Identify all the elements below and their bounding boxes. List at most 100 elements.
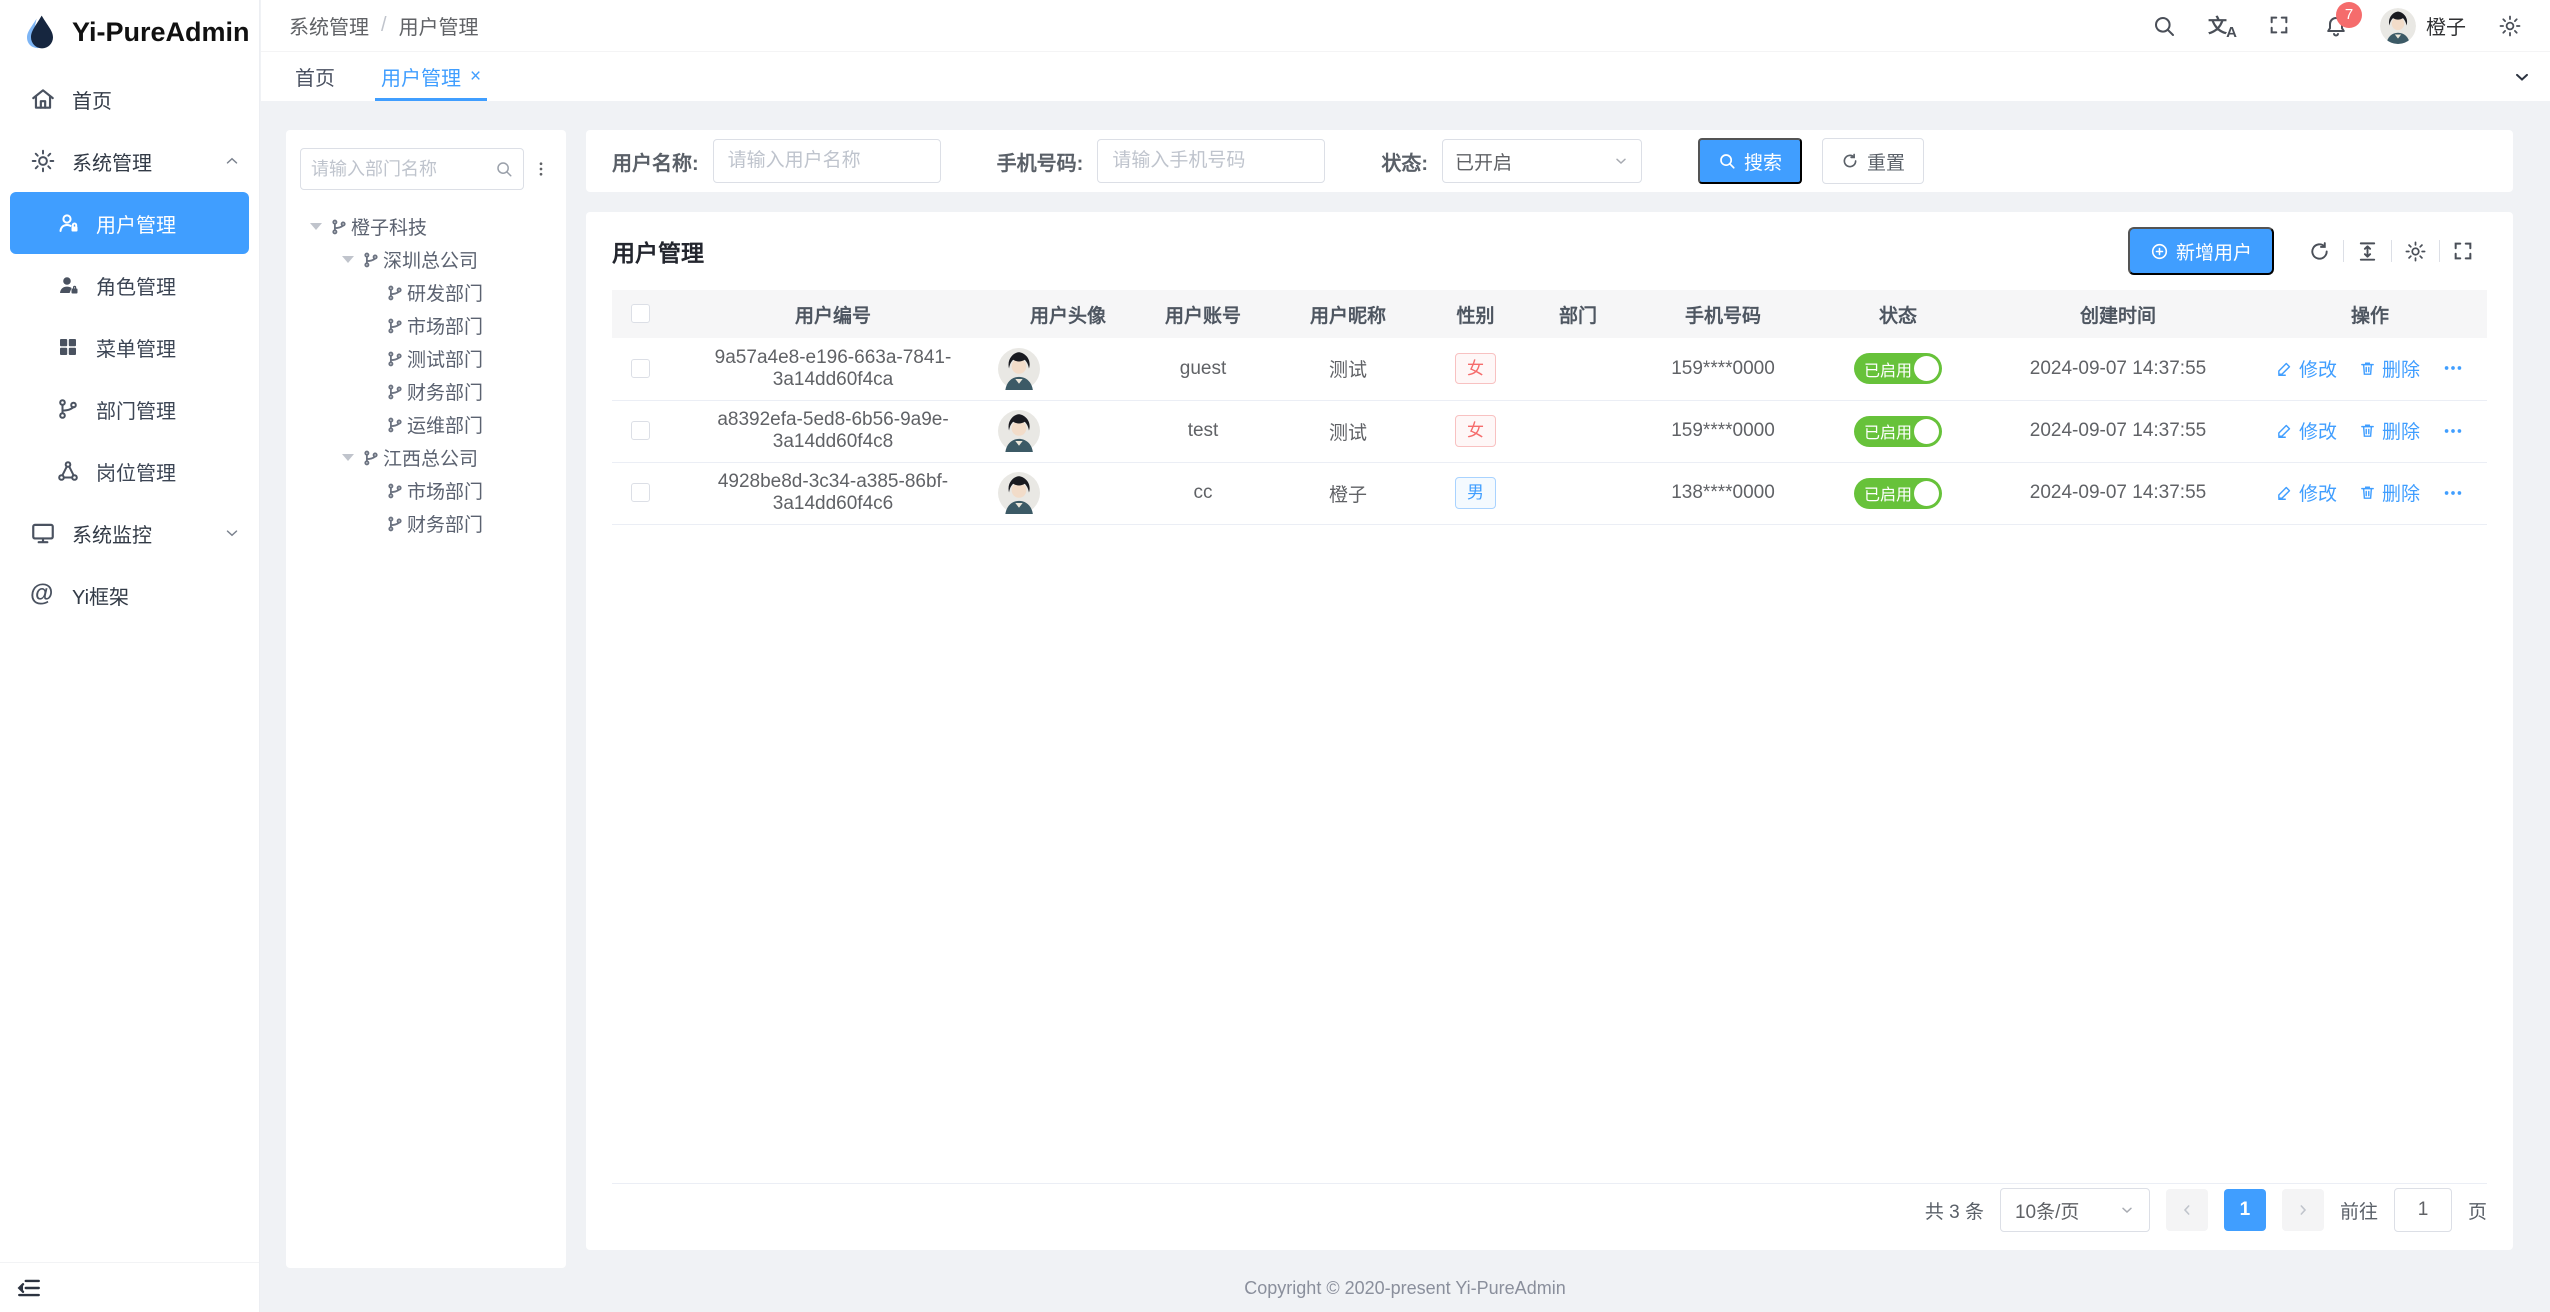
status-toggle[interactable]: 已启用 [1854,353,1942,385]
gender-badge: 女 [1455,353,1496,385]
page-size-select[interactable]: 10条/页 [1999,1188,2150,1232]
status-toggle[interactable]: 已启用 [1854,477,1942,509]
department-search-input[interactable] [311,158,495,180]
search-icon[interactable] [2152,14,2176,38]
tree-node[interactable]: 橙子科技 [300,210,552,243]
status-select[interactable]: 已开启 [1442,139,1643,183]
table-fullscreen-icon[interactable] [2452,240,2475,263]
sidebar-item-home[interactable]: 首页 [0,68,259,130]
gender-badge: 女 [1455,415,1496,447]
delete-button[interactable]: 删除 [2359,479,2420,506]
more-actions-icon[interactable] [2442,420,2464,442]
tree-node[interactable]: 江西总公司 [300,441,552,474]
divider [2391,240,2392,262]
row-checkbox[interactable] [630,359,650,379]
tabs-menu-chevron-down-icon[interactable] [2494,52,2550,101]
pencil-icon [2276,422,2293,439]
user-table: 用户编号 用户头像 用户账号 用户昵称 性别 部门 手机号码 状态 创建时间 操… [612,290,2487,1184]
caret-down-icon[interactable] [342,454,354,461]
notifications-button[interactable]: 7 [2324,1,2362,38]
prev-page-button[interactable] [2165,1189,2208,1231]
sidebar-item-departments[interactable]: 部门管理 [0,378,259,440]
sidebar-item-framework[interactable]: @ Yi框架 [0,564,259,626]
cell-user-id: 4928be8d-3c34-a385-86bf-3a14dd60f4c6 [668,462,998,525]
delete-button[interactable]: 删除 [2359,417,2420,444]
next-page-button[interactable] [2281,1189,2324,1231]
refresh-icon [1841,152,1859,170]
row-checkbox[interactable] [630,483,650,503]
username-input[interactable] [712,139,941,183]
col-account: 用户账号 [1138,290,1268,338]
edit-button[interactable]: 修改 [2276,355,2337,382]
cell-user-id: a8392efa-5ed8-6b56-9a9e-3a14dd60f4c8 [668,400,998,463]
goto-page-input[interactable] [2393,1188,2452,1232]
sidebar-group-system[interactable]: 系统管理 [0,130,259,192]
app-title: Yi-PureAdmin [72,16,250,47]
search-button[interactable]: 搜索 [1698,138,1803,184]
cell-nickname: 橙子 [1268,462,1428,525]
tree-node[interactable]: 市场部门 [300,309,552,342]
tree-node[interactable]: 运维部门 [300,408,552,441]
select-all-checkbox[interactable] [630,304,650,324]
tab-home[interactable]: 首页 [295,68,335,90]
sidebar-group-monitor[interactable]: 系统监控 [0,502,259,564]
caret-down-icon[interactable] [342,256,354,263]
sidebar-footer [0,1262,259,1312]
cell-created: 2024-09-07 14:37:55 [1983,400,2253,463]
row-checkbox[interactable] [630,421,650,441]
fullscreen-icon[interactable] [2268,14,2292,38]
column-settings-gear-icon[interactable] [2404,240,2427,263]
refresh-icon[interactable] [2308,240,2331,263]
sidebar-item-label: 用户管理 [96,214,176,237]
add-user-button[interactable]: 新增用户 [2127,227,2274,275]
tree-node[interactable]: 深圳总公司 [300,243,552,276]
cell-account: guest [1138,338,1268,401]
phone-input[interactable] [1097,139,1326,183]
tree-node[interactable]: 测试部门 [300,342,552,375]
settings-gear-icon[interactable] [2498,14,2522,38]
sidebar-item-posts[interactable]: 岗位管理 [0,440,259,502]
plus-circle-icon [2150,242,2168,260]
department-search-field[interactable] [300,148,524,190]
tree-node[interactable]: 研发部门 [300,276,552,309]
col-phone: 手机号码 [1633,290,1813,338]
menu-fold-icon[interactable] [16,1275,42,1301]
status-toggle[interactable]: 已启用 [1854,415,1942,447]
breadcrumb-parent[interactable]: 系统管理 [289,17,369,39]
edit-button[interactable]: 修改 [2276,479,2337,506]
role-user-icon [56,273,80,297]
reset-button[interactable]: 重置 [1822,138,1925,184]
chevron-down-icon [223,524,241,542]
department-icon [386,284,404,302]
sidebar-item-roles[interactable]: 角色管理 [0,254,259,316]
cell-created: 2024-09-07 14:37:55 [1983,462,2253,525]
cell-nickname: 测试 [1268,400,1428,463]
caret-down-icon[interactable] [310,223,322,230]
row-density-icon[interactable] [2356,240,2379,263]
delete-button[interactable]: 删除 [2359,355,2420,382]
tab-user-management[interactable]: 用户管理 × [375,52,488,101]
col-created: 创建时间 [1983,290,2253,338]
app-logo-row[interactable]: Yi-PureAdmin [0,0,259,64]
more-vertical-icon[interactable] [530,154,552,184]
more-actions-icon[interactable] [2442,482,2464,504]
edit-button[interactable]: 修改 [2276,417,2337,444]
tree-node[interactable]: 财务部门 [300,507,552,540]
more-actions-icon[interactable] [2442,357,2464,379]
user-menu[interactable]: 橙子 [2380,7,2466,44]
tabbar: 首页 用户管理 × [261,52,2550,101]
table-row: a8392efa-5ed8-6b56-9a9e-3a14dd60f4c8 tes… [612,400,2487,463]
page-number-button[interactable]: 1 [2223,1189,2266,1231]
sidebar-item-menus[interactable]: 菜单管理 [0,316,259,378]
grid-icon [56,335,80,359]
close-icon[interactable]: × [470,66,482,87]
tree-node[interactable]: 财务部门 [300,375,552,408]
sidebar-item-users[interactable]: 用户管理 [10,192,249,254]
app-logo-drop-icon [20,12,60,52]
notification-badge: 7 [2336,1,2362,28]
tree-node[interactable]: 市场部门 [300,474,552,507]
tree-node-label: 市场部门 [407,317,484,338]
trash-icon [2359,360,2376,377]
